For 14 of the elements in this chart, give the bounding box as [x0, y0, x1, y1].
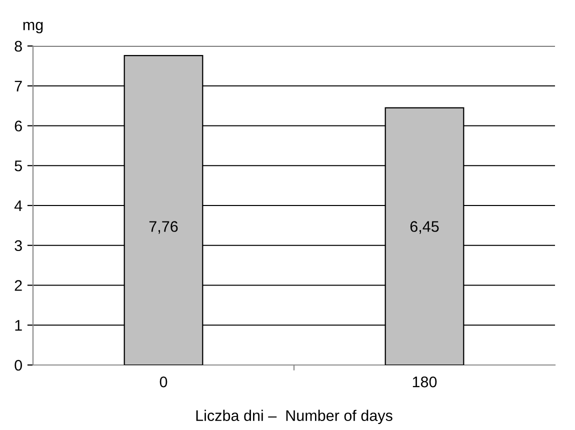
y-tick-label: 2 — [14, 280, 22, 291]
y-tick-label: 8 — [14, 40, 22, 52]
x-axis-title: Liczba dni – Number of days — [196, 410, 392, 424]
data-label: 6,45 — [410, 221, 439, 234]
y-tick-label: 5 — [14, 160, 22, 172]
y-tick-label: 0 — [14, 360, 22, 371]
y-tick-label: 7 — [14, 80, 22, 92]
y-tick-label: 1 — [15, 320, 22, 331]
x-tick-label: 180 — [412, 376, 437, 388]
y-tick-label: 3 — [14, 240, 22, 252]
data-label: 7,76 — [149, 221, 178, 234]
y-tick-label: 6 — [14, 120, 22, 132]
y-tick-label: 4 — [14, 200, 22, 212]
y-axis-title: mg — [23, 22, 43, 34]
